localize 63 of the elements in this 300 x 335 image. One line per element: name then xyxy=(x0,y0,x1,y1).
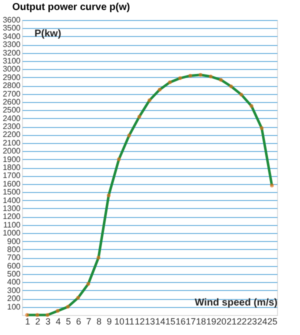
x-tick-label: 21 xyxy=(226,316,237,326)
x-tick-label: 1 xyxy=(25,316,30,326)
y-tick-label: 3500 xyxy=(2,24,22,33)
x-tick-label: 3 xyxy=(45,316,51,326)
x-tick-label: 17 xyxy=(186,316,196,326)
y-tick-label: 300 xyxy=(7,286,22,295)
y-tick-label: 1700 xyxy=(2,171,22,180)
y-tick-label: 3300 xyxy=(2,40,22,50)
y-tick-label: 1300 xyxy=(2,204,22,213)
y-tick-label: 2600 xyxy=(2,97,22,106)
y-tick-label: 1600 xyxy=(2,179,22,188)
x-tick-label: 22 xyxy=(236,316,247,326)
x-tick-label: 6 xyxy=(76,316,82,326)
y-tick-label: 200 xyxy=(7,294,22,304)
y-tick-label: 1000 xyxy=(2,228,22,238)
y-tick-label: 1400 xyxy=(2,196,22,205)
y-tick-label: 900 xyxy=(7,236,22,246)
chart-title: Output power curve p(w) xyxy=(12,2,130,13)
x-tick-label: 15 xyxy=(165,316,176,326)
x-tick-label: 9 xyxy=(106,316,112,326)
x-tick-label: 16 xyxy=(176,316,186,326)
x-tick-label: 20 xyxy=(216,316,226,326)
y-tick-label: 500 xyxy=(7,270,22,279)
x-tick-label: 12 xyxy=(134,316,145,326)
y-tick-label: 1100 xyxy=(3,220,22,230)
x-tick-label: 19 xyxy=(206,316,216,326)
y-tick-label: 2200 xyxy=(2,130,22,140)
y-tick-label: 2400 xyxy=(2,114,22,123)
y-tick-label: 3100 xyxy=(2,56,22,66)
y-tick-label: 400 xyxy=(7,278,22,287)
x-axis-title: Wind speed (m/s) xyxy=(194,298,278,308)
y-tick-label: 3200 xyxy=(2,48,22,58)
x-tick-label: 4 xyxy=(56,316,61,326)
y-tick-label: 2800 xyxy=(2,81,22,90)
x-tick-label: 14 xyxy=(155,316,166,326)
x-tick-label: 5 xyxy=(66,316,71,326)
y-tick-label: 1200 xyxy=(2,212,22,222)
x-tick-label: 18 xyxy=(196,316,206,326)
x-tick-label: 25 xyxy=(267,316,278,326)
x-tick-label: 8 xyxy=(96,316,102,326)
x-tick-label: 7 xyxy=(86,316,92,326)
y-tick-label: 2000 xyxy=(2,146,22,156)
x-tick-label: 24 xyxy=(257,316,268,326)
y-tick-label: 2700 xyxy=(2,89,22,98)
y-tick-label: 700 xyxy=(7,253,22,262)
y-tick-label: 1500 xyxy=(2,188,22,197)
y-tick-label: 2900 xyxy=(2,72,22,82)
y-tick-label: 3600 xyxy=(2,16,22,24)
y-tick-label: 1900 xyxy=(2,154,22,164)
x-tick-label: 11 xyxy=(124,316,134,326)
y-tick-label: 1800 xyxy=(2,163,22,172)
y-tick-label: 3000 xyxy=(2,64,22,74)
y-tick-label: 100 xyxy=(7,302,22,312)
x-tick-label: 13 xyxy=(144,316,156,326)
x-tick-label: 2 xyxy=(35,316,40,326)
x-tick-label: 23 xyxy=(246,316,258,326)
y-tick-label: 2300 xyxy=(2,122,22,132)
y-tick-label: 600 xyxy=(7,261,22,270)
y-tick-label: 2500 xyxy=(2,106,22,115)
y-tick-label: 800 xyxy=(7,244,22,254)
x-tick-label: 10 xyxy=(114,316,124,326)
y-tick-label: 2100 xyxy=(2,138,22,148)
y-tick-label: 3400 xyxy=(2,32,22,41)
